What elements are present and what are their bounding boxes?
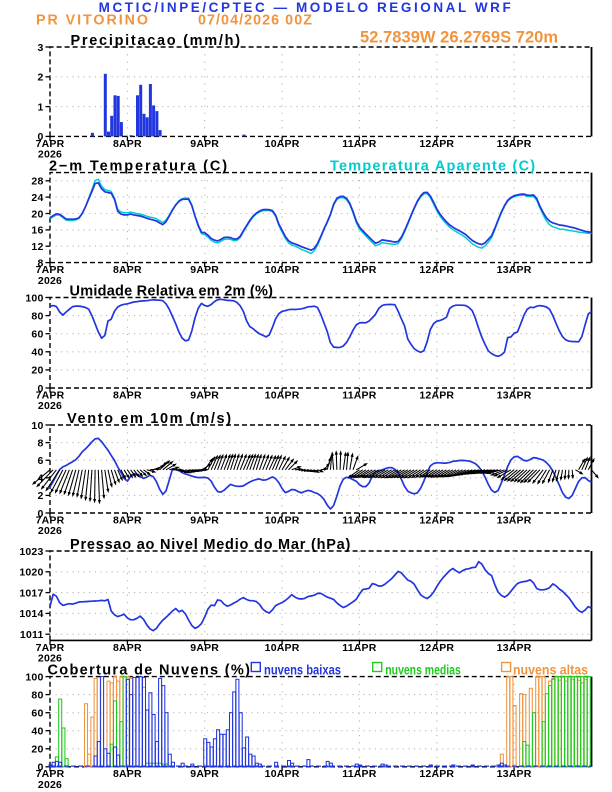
svg-text:20: 20 bbox=[31, 744, 43, 756]
svg-text:8APR: 8APR bbox=[113, 264, 142, 276]
svg-text:1023: 1023 bbox=[19, 546, 43, 558]
svg-text:100: 100 bbox=[25, 671, 43, 683]
svg-text:11APR: 11APR bbox=[342, 768, 376, 780]
svg-text:12APR: 12APR bbox=[419, 768, 454, 780]
svg-text:2026: 2026 bbox=[38, 400, 62, 412]
svg-text:13APR: 13APR bbox=[497, 768, 532, 780]
svg-text:7APR: 7APR bbox=[36, 514, 65, 526]
svg-text:Pressao ao Nivel Medio do Mar: Pressao ao Nivel Medio do Mar (hPa) bbox=[70, 537, 351, 553]
svg-text:07/04/2026 00Z: 07/04/2026 00Z bbox=[198, 13, 313, 29]
svg-text:10APR: 10APR bbox=[265, 389, 300, 401]
svg-text:nuvens altas: nuvens altas bbox=[513, 663, 588, 678]
svg-text:1017: 1017 bbox=[19, 587, 43, 599]
svg-text:40: 40 bbox=[31, 347, 43, 359]
svg-text:8: 8 bbox=[37, 437, 43, 449]
svg-text:Precipitacao (mm/h): Precipitacao (mm/h) bbox=[71, 33, 242, 49]
svg-text:60: 60 bbox=[31, 708, 43, 720]
svg-text:0: 0 bbox=[37, 508, 43, 520]
svg-text:9APR: 9APR bbox=[190, 264, 219, 276]
svg-text:nuvens baixas: nuvens baixas bbox=[264, 663, 341, 678]
svg-text:12APR: 12APR bbox=[419, 138, 454, 150]
svg-text:11APR: 11APR bbox=[342, 138, 376, 150]
svg-text:10APR: 10APR bbox=[265, 642, 300, 654]
svg-text:0: 0 bbox=[37, 383, 43, 395]
svg-text:11APR: 11APR bbox=[342, 514, 376, 526]
svg-text:10APR: 10APR bbox=[265, 264, 300, 276]
svg-text:1011: 1011 bbox=[20, 629, 44, 641]
svg-text:10: 10 bbox=[31, 420, 43, 432]
svg-text:10APR: 10APR bbox=[265, 768, 300, 780]
svg-text:1020: 1020 bbox=[19, 567, 43, 579]
svg-text:13APR: 13APR bbox=[497, 389, 532, 401]
svg-text:9APR: 9APR bbox=[190, 642, 219, 654]
svg-text:8: 8 bbox=[37, 257, 43, 269]
svg-text:60: 60 bbox=[31, 329, 43, 341]
svg-text:12APR: 12APR bbox=[419, 642, 454, 654]
svg-text:8APR: 8APR bbox=[113, 138, 142, 150]
svg-text:Temperatura Aparente (C): Temperatura Aparente (C) bbox=[330, 159, 536, 175]
svg-text:nuvens medias: nuvens medias bbox=[385, 663, 461, 678]
svg-text:Cobertura de Nuvens (%): Cobertura de Nuvens (%) bbox=[48, 663, 252, 679]
svg-text:2026: 2026 bbox=[38, 149, 62, 161]
svg-text:3: 3 bbox=[37, 42, 43, 54]
svg-text:2026: 2026 bbox=[38, 779, 62, 791]
svg-text:1014: 1014 bbox=[19, 608, 43, 620]
svg-text:9APR: 9APR bbox=[190, 389, 219, 401]
svg-text:11APR: 11APR bbox=[342, 264, 376, 276]
svg-text:8APR: 8APR bbox=[113, 514, 142, 526]
svg-text:2: 2 bbox=[37, 490, 43, 502]
svg-text:2: 2 bbox=[37, 72, 43, 84]
svg-text:9APR: 9APR bbox=[190, 138, 219, 150]
svg-text:7APR: 7APR bbox=[36, 389, 65, 401]
svg-text:MCTIC/INPE/CPTEC — MODELO REGI: MCTIC/INPE/CPTEC — MODELO REGIONAL WRF bbox=[99, 0, 514, 15]
svg-text:40: 40 bbox=[31, 726, 43, 738]
svg-text:13APR: 13APR bbox=[497, 642, 532, 654]
svg-text:2026: 2026 bbox=[38, 275, 62, 287]
svg-text:4: 4 bbox=[37, 473, 43, 485]
svg-text:100: 100 bbox=[25, 292, 43, 304]
svg-text:2026: 2026 bbox=[38, 653, 62, 665]
svg-text:13APR: 13APR bbox=[497, 264, 532, 276]
svg-text:12APR: 12APR bbox=[419, 389, 454, 401]
svg-text:7APR: 7APR bbox=[36, 264, 65, 276]
svg-text:PR VITORINO: PR VITORINO bbox=[36, 13, 150, 29]
svg-text:Vento em 10m (m/s): Vento em 10m (m/s) bbox=[67, 411, 233, 427]
svg-text:7APR: 7APR bbox=[36, 768, 65, 780]
svg-text:12: 12 bbox=[31, 241, 43, 253]
svg-text:13APR: 13APR bbox=[497, 514, 532, 526]
svg-text:0: 0 bbox=[37, 762, 43, 774]
svg-text:24: 24 bbox=[31, 192, 43, 204]
svg-text:7APR: 7APR bbox=[36, 138, 65, 150]
svg-text:8APR: 8APR bbox=[113, 642, 142, 654]
svg-text:8APR: 8APR bbox=[113, 389, 142, 401]
svg-text:9APR: 9APR bbox=[190, 768, 219, 780]
svg-text:28: 28 bbox=[31, 176, 43, 188]
svg-text:12APR: 12APR bbox=[419, 264, 454, 276]
svg-text:8APR: 8APR bbox=[113, 768, 142, 780]
svg-text:80: 80 bbox=[31, 689, 43, 701]
svg-text:13APR: 13APR bbox=[497, 138, 532, 150]
svg-text:2026: 2026 bbox=[38, 525, 62, 537]
svg-text:16: 16 bbox=[31, 225, 43, 237]
svg-text:7APR: 7APR bbox=[36, 642, 65, 654]
svg-text:20: 20 bbox=[31, 208, 43, 220]
svg-text:11APR: 11APR bbox=[342, 642, 376, 654]
svg-text:10APR: 10APR bbox=[265, 138, 300, 150]
svg-text:80: 80 bbox=[31, 310, 43, 322]
svg-text:11APR: 11APR bbox=[342, 389, 376, 401]
svg-text:10APR: 10APR bbox=[265, 514, 300, 526]
svg-text:1: 1 bbox=[37, 101, 43, 113]
svg-text:6: 6 bbox=[37, 455, 43, 467]
svg-text:52.7839W 26.2769S 720m: 52.7839W 26.2769S 720m bbox=[360, 29, 558, 47]
svg-text:Umidade Relativa em 2m (%): Umidade Relativa em 2m (%) bbox=[70, 284, 274, 300]
svg-text:2−m Temperatura (C): 2−m Temperatura (C) bbox=[49, 159, 229, 175]
svg-text:0: 0 bbox=[37, 131, 43, 143]
svg-text:9APR: 9APR bbox=[190, 514, 219, 526]
svg-text:12APR: 12APR bbox=[419, 514, 454, 526]
svg-text:20: 20 bbox=[31, 365, 43, 377]
